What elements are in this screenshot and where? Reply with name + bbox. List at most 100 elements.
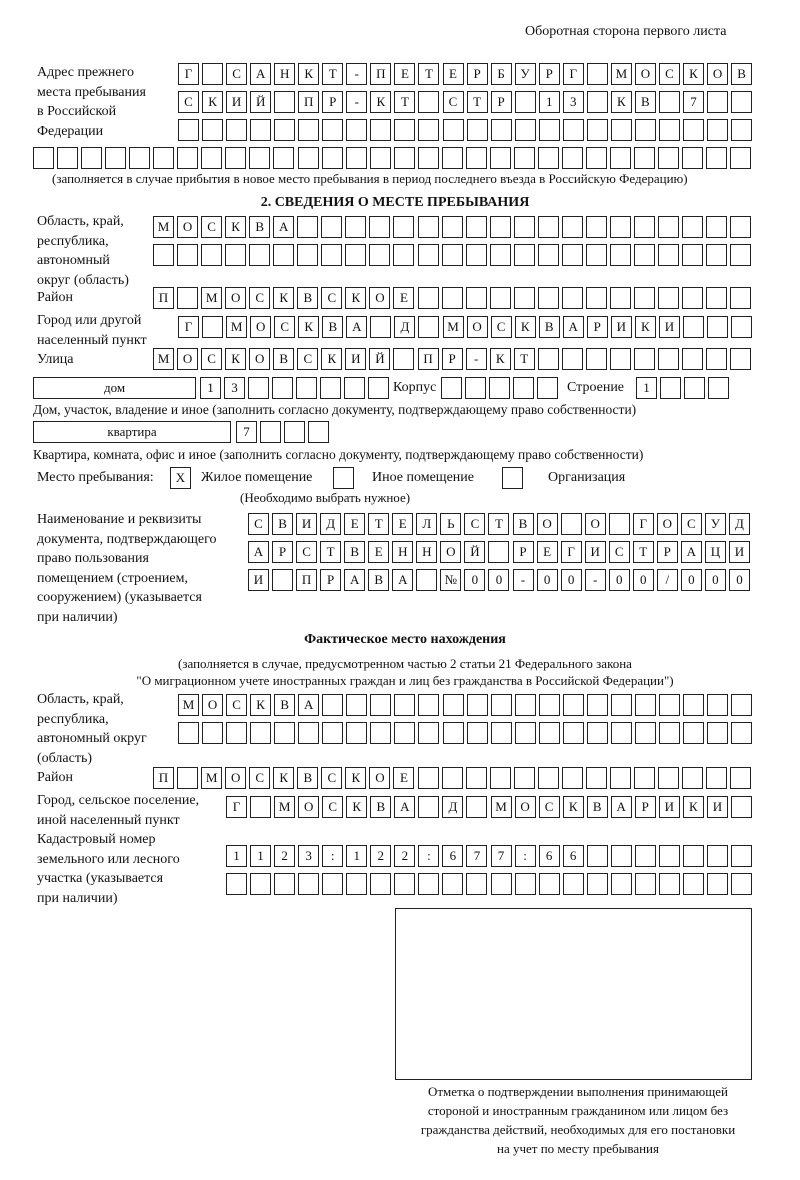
- char-cell[interactable]: [586, 119, 608, 141]
- char-cell[interactable]: О: [584, 513, 606, 535]
- stroenie-row[interactable]: 1: [636, 377, 732, 399]
- char-cell[interactable]: [466, 694, 488, 716]
- char-cell[interactable]: [346, 722, 368, 744]
- char-cell[interactable]: [369, 216, 391, 238]
- char-cell[interactable]: [346, 873, 368, 895]
- char-cell[interactable]: [682, 216, 704, 238]
- char-cell[interactable]: [610, 147, 632, 169]
- char-cell[interactable]: Д: [728, 513, 750, 535]
- char-cell[interactable]: [562, 694, 584, 716]
- char-cell[interactable]: [658, 845, 680, 867]
- char-cell[interactable]: [369, 147, 391, 169]
- char-cell[interactable]: [370, 694, 392, 716]
- char-cell[interactable]: А: [273, 216, 295, 238]
- char-cell[interactable]: 0: [704, 569, 726, 591]
- char-cell[interactable]: И: [658, 316, 680, 338]
- char-cell[interactable]: А: [392, 569, 414, 591]
- char-cell[interactable]: [682, 722, 704, 744]
- char-cell[interactable]: О: [369, 287, 391, 309]
- char-cell[interactable]: [634, 873, 656, 895]
- char-cell[interactable]: 7: [682, 91, 704, 113]
- char-cell[interactable]: В: [344, 541, 366, 563]
- char-cell[interactable]: Г: [178, 316, 199, 338]
- char-cell[interactable]: [514, 722, 536, 744]
- char-cell[interactable]: [250, 119, 272, 141]
- char-cell[interactable]: А: [250, 63, 272, 85]
- char-cell[interactable]: [274, 722, 296, 744]
- char-cell[interactable]: 1: [250, 845, 272, 867]
- char-cell[interactable]: [225, 244, 247, 266]
- char-cell[interactable]: [561, 244, 583, 266]
- char-cell[interactable]: Т: [418, 63, 440, 85]
- char-cell[interactable]: С: [321, 287, 343, 309]
- char-cell[interactable]: В: [322, 316, 344, 338]
- char-cell[interactable]: [417, 767, 439, 789]
- char-cell[interactable]: [202, 316, 224, 338]
- char-cell[interactable]: [346, 694, 368, 716]
- char-cell[interactable]: [706, 873, 728, 895]
- char-cell[interactable]: [368, 377, 390, 399]
- char-cell[interactable]: О: [466, 316, 488, 338]
- char-cell[interactable]: А: [248, 541, 269, 563]
- char-cell[interactable]: О: [369, 767, 391, 789]
- char-cell[interactable]: [370, 316, 392, 338]
- char-cell[interactable]: [489, 377, 511, 399]
- char-cell[interactable]: С: [226, 694, 248, 716]
- char-cell[interactable]: [344, 377, 366, 399]
- char-cell[interactable]: [153, 147, 175, 169]
- char-cell[interactable]: Р: [441, 348, 463, 370]
- char-cell[interactable]: /: [656, 569, 678, 591]
- char-cell[interactable]: [418, 873, 440, 895]
- char-cell[interactable]: [297, 147, 319, 169]
- char-cell[interactable]: [537, 348, 559, 370]
- char-cell[interactable]: 0: [632, 569, 654, 591]
- char-cell[interactable]: 7: [236, 421, 257, 443]
- char-cell[interactable]: О: [249, 348, 271, 370]
- char-cell[interactable]: [537, 377, 559, 399]
- char-cell[interactable]: В: [274, 694, 296, 716]
- char-cell[interactable]: К: [321, 348, 343, 370]
- char-cell[interactable]: -: [346, 63, 368, 85]
- char-cell[interactable]: [585, 244, 607, 266]
- char-cell[interactable]: Т: [322, 63, 344, 85]
- char-cell[interactable]: [465, 287, 487, 309]
- char-cell[interactable]: [658, 873, 680, 895]
- char-cell[interactable]: К: [346, 796, 368, 818]
- char-cell[interactable]: [561, 767, 583, 789]
- char-cell[interactable]: 6: [538, 845, 560, 867]
- char-cell[interactable]: С: [321, 767, 343, 789]
- char-cell[interactable]: [513, 244, 535, 266]
- char-cell[interactable]: №: [440, 569, 462, 591]
- char-cell[interactable]: [394, 119, 416, 141]
- char-cell[interactable]: :: [514, 845, 536, 867]
- char-cell[interactable]: К: [298, 316, 320, 338]
- char-cell[interactable]: [322, 694, 344, 716]
- char-cell[interactable]: [684, 377, 706, 399]
- char-cell[interactable]: -: [512, 569, 534, 591]
- char-cell[interactable]: К: [370, 91, 392, 113]
- char-cell[interactable]: [657, 287, 679, 309]
- char-cell[interactable]: [562, 873, 584, 895]
- char-cell[interactable]: Л: [416, 513, 438, 535]
- char-cell[interactable]: [609, 216, 631, 238]
- char-cell[interactable]: [465, 244, 487, 266]
- char-cell[interactable]: [731, 119, 753, 141]
- char-cell[interactable]: [321, 147, 343, 169]
- char-cell[interactable]: О: [536, 513, 558, 535]
- char-cell[interactable]: 7: [490, 845, 512, 867]
- char-cell[interactable]: [706, 845, 728, 867]
- char-cell[interactable]: У: [514, 63, 536, 85]
- char-cell[interactable]: П: [417, 348, 439, 370]
- char-cell[interactable]: Т: [466, 91, 488, 113]
- char-cell[interactable]: [657, 216, 679, 238]
- char-cell[interactable]: [585, 767, 607, 789]
- char-cell[interactable]: К: [345, 287, 367, 309]
- char-cell[interactable]: В: [273, 348, 295, 370]
- char-cell[interactable]: [416, 569, 438, 591]
